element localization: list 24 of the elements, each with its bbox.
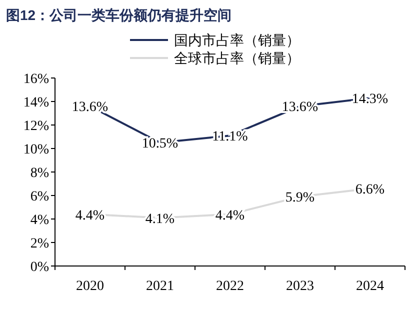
- legend-label: 全球市占率（销量）: [174, 51, 300, 67]
- data-label: 14.3%: [352, 92, 388, 107]
- y-tick-label: 8%: [30, 166, 50, 181]
- y-tick-label: 14%: [23, 96, 50, 110]
- data-label: 13.6%: [72, 100, 108, 116]
- data-label: 5.9%: [285, 190, 315, 206]
- x-tick-label: 2021: [146, 279, 174, 294]
- y-tick-label: 2%: [30, 236, 50, 252]
- data-label: 4.1%: [145, 212, 175, 227]
- x-tick-label: 2024: [356, 279, 384, 294]
- chart-title: 图12：公司一类车份额仍有提升空间: [6, 7, 232, 23]
- y-tick-label: 16%: [23, 72, 50, 87]
- y-tick-label: 12%: [23, 119, 50, 134]
- y-tick-label: 4%: [30, 213, 50, 228]
- y-tick-label: 0%: [30, 260, 50, 275]
- data-label: 4.4%: [215, 208, 245, 224]
- x-tick-label: 2020: [76, 279, 104, 294]
- y-tick-label: 6%: [30, 190, 50, 204]
- data-label: 4.4%: [75, 208, 105, 224]
- data-label: 6.6%: [355, 182, 385, 198]
- legend-label: 国内市占率（销量）: [174, 33, 300, 49]
- x-tick-label: 2022: [216, 279, 244, 294]
- y-tick-label: 10%: [23, 142, 50, 158]
- x-tick-label: 2023: [286, 279, 314, 294]
